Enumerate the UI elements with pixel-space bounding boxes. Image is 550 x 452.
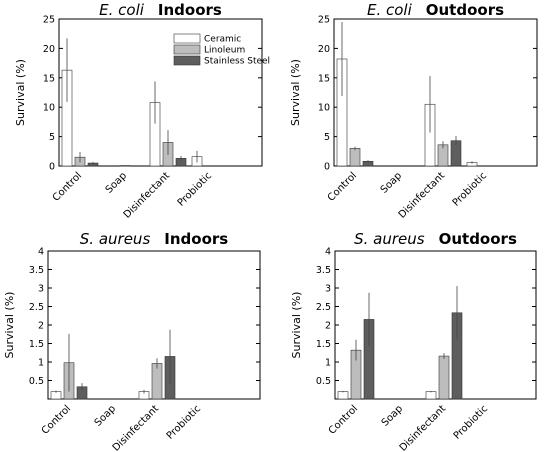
chart-panel-1: E. coli Outdoors Survival (%) 0 5 10 15 20 25 Con… [289,1,538,221]
y-axis-label: Survival (%) [290,292,303,359]
bar-ceramic [337,391,349,400]
y-tick-label: 5 [324,132,330,143]
panel-title: E. coli Indoors [99,1,222,19]
legend-label: Linoleum [204,46,245,56]
legend-label: Ceramic [204,35,241,45]
panel-title-organism: E. coli [367,1,413,19]
y-tick-label: 10 [318,103,330,114]
x-tick-label: Probiotic [452,403,490,441]
x-tick-label: Control [327,403,360,436]
panel-title: E. coli Outdoors [367,1,504,19]
x-tick-label: Probiotic [176,170,214,208]
y-tick-label: 0 [49,162,55,173]
panel-title: S. aureus Outdoors [354,230,517,248]
legend-swatch [173,55,201,66]
y-tick-label: 1 [325,358,331,369]
panel-title-organism: E. coli [99,1,145,19]
bar-linoleum [438,355,450,400]
bar-ceramic [425,391,437,400]
y-tick-label: 0.5 [316,376,331,387]
x-tick-label: Disinfectant [398,403,448,452]
panel-title-organism: S. aureus [80,230,151,248]
y-tick-label: 15 [318,73,330,84]
x-tick-label: Probiotic [451,170,489,208]
y-axis-label: Survival (%) [289,59,302,126]
y-tick-label: 20 [43,44,55,55]
y-tick-label: 1 [38,358,44,369]
y-tick-label: 2.5 [316,302,331,313]
x-tick-label: Soap [379,170,404,195]
x-tick-label: Soap [93,403,118,428]
y-tick-label: 10 [43,103,55,114]
y-tick-label: 1.5 [316,339,331,350]
y-tick-label: 2 [325,321,331,332]
x-tick-label: Disinfectant [111,403,161,452]
chart-panel-0: E. coli Indoors Survival (%) 0 5 10 15 20 25 Cont… [14,1,270,221]
y-tick-label: 3.5 [316,265,331,276]
y-tick-label: 0 [324,162,330,173]
x-tick-label: Control [40,403,73,436]
x-tick-label: Disinfectant [397,170,447,220]
bar-linoleum [119,165,131,167]
y-tick-label: 3.5 [29,265,44,276]
y-axis-label: Survival (%) [14,59,27,126]
panel-title: S. aureus Indoors [80,230,228,248]
y-tick-label: 15 [43,73,55,84]
x-tick-label: Control [326,170,359,203]
plot-frame [58,18,263,167]
y-tick-label: 4 [38,247,44,258]
y-tick-label: 2 [38,321,44,332]
y-tick-label: 0.5 [29,376,44,387]
y-tick-label: 3 [325,284,331,295]
y-tick-label: 4 [325,247,331,258]
legend-label: Stainless Steel [204,57,270,67]
chart-panel-3: S. aureus Outdoors Survival (%) 0.5 1 1.5 2 2.5… [290,230,537,452]
x-tick-label: Soap [380,403,405,428]
plot-frame [333,18,538,167]
bar-linoleum [349,148,361,167]
y-axis-label: Survival (%) [3,292,16,359]
chart-panel-2: S. aureus Indoors Survival (%) 0.5 1 1.5 2 2.5 3… [3,230,261,452]
x-tick-label: Control [51,170,84,203]
y-tick-label: 5 [49,132,55,143]
panel-title-organism: S. aureus [354,230,425,248]
panel-title-location: Indoors [158,1,222,19]
y-tick-label: 20 [318,44,330,55]
x-tick-label: Disinfectant [122,170,172,220]
y-tick-label: 3 [38,284,44,295]
y-tick-label: 1.5 [29,339,44,350]
panel-title-location: Indoors [164,230,228,248]
y-tick-label: 25 [43,15,55,26]
legend-swatch [173,44,201,55]
x-tick-label: Soap [104,170,129,195]
panel-title-location: Outdoors [426,1,504,19]
legend-swatch [173,33,201,44]
panel-title-location: Outdoors [439,230,517,248]
y-tick-label: 25 [318,15,330,26]
y-tick-label: 2.5 [29,302,44,313]
bar-linoleum [151,363,163,400]
x-tick-label: Probiotic [165,403,203,441]
